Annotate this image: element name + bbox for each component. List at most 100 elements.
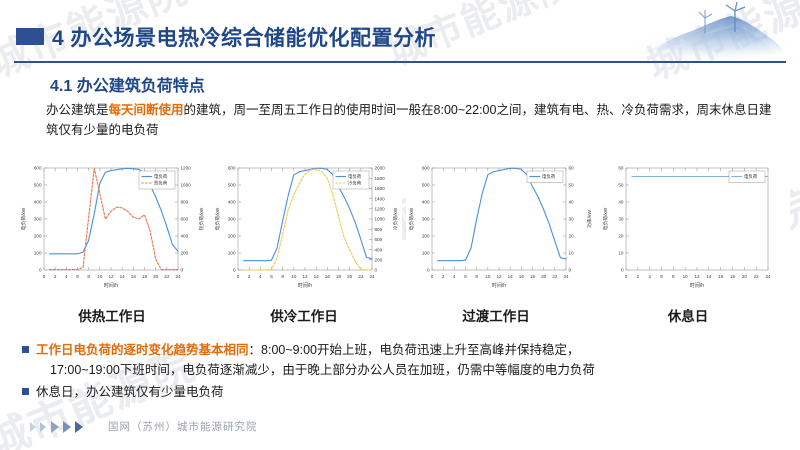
svg-text:22: 22 — [358, 274, 364, 279]
svg-text:400: 400 — [422, 200, 430, 205]
svg-text:400: 400 — [181, 234, 189, 239]
svg-text:50: 50 — [569, 183, 575, 188]
chart-heating-workday: 0 2 4 6 8 10 12 14 16 18 20 22 24 时间/h 0 100 200 300 400 50… — [18, 160, 208, 298]
svg-text:6: 6 — [270, 274, 273, 279]
svg-text:8: 8 — [672, 274, 675, 279]
svg-text:0: 0 — [39, 268, 42, 273]
bullet-item-2: 休息日，办公建筑仅有少量电负荷 — [22, 382, 782, 402]
header-divider — [14, 61, 786, 63]
svg-text:8: 8 — [87, 274, 90, 279]
svg-text:热负荷/kW: 热负荷/kW — [198, 207, 205, 230]
svg-text:20: 20 — [347, 274, 353, 279]
svg-text:10: 10 — [683, 274, 689, 279]
svg-text:电负荷: 电负荷 — [348, 173, 362, 180]
chart-captions: 供热工作日 供冷工作日 过渡工作日 休息日 — [18, 305, 786, 327]
svg-text:200: 200 — [422, 234, 430, 239]
svg-text:0: 0 — [237, 274, 240, 279]
svg-text:20: 20 — [569, 234, 575, 239]
svg-text:1600: 1600 — [375, 186, 386, 191]
svg-text:8: 8 — [281, 274, 284, 279]
slide-header: 4 办公场景电热冷综合储能优化配置分析 — [0, 0, 800, 70]
svg-text:电负荷/kW: 电负荷/kW — [408, 207, 415, 230]
svg-text:2: 2 — [248, 274, 251, 279]
svg-text:400: 400 — [375, 247, 383, 252]
svg-text:22: 22 — [552, 274, 558, 279]
svg-text:20: 20 — [618, 234, 624, 239]
svg-text:14: 14 — [508, 274, 514, 279]
svg-text:18: 18 — [142, 274, 148, 279]
svg-text:热负荷: 热负荷 — [154, 180, 168, 187]
svg-text:10: 10 — [569, 251, 575, 256]
caption-transition-workday: 过渡工作日 — [462, 309, 530, 324]
svg-text:24: 24 — [765, 274, 771, 279]
title-marker — [16, 28, 44, 45]
svg-text:600: 600 — [34, 166, 42, 171]
svg-text:10: 10 — [485, 274, 491, 279]
chart-transition-workday: 0 2 4 6 8 10 12 14 16 18 20 22 24 时间/h 0 100 200 300 400 50… — [406, 160, 596, 298]
svg-text:12: 12 — [496, 274, 502, 279]
hero-illustration-svg — [635, 2, 791, 60]
svg-text:10: 10 — [291, 274, 297, 279]
svg-text:10: 10 — [97, 274, 103, 279]
footer-org-name: 国网（苏州）城市能源研究院 — [108, 421, 258, 433]
svg-text:600: 600 — [228, 166, 236, 171]
caption-cooling-workday: 供冷工作日 — [270, 309, 338, 324]
svg-text:600: 600 — [181, 217, 189, 222]
bullet-1-line-1: 工作日电负荷的逐时变化趋势基本相同：8:00~9:00开始上班，电负荷迅速上升至… — [36, 340, 782, 360]
svg-text:40: 40 — [618, 200, 624, 205]
chart-svg-1: 0 2 4 6 8 10 12 14 16 18 20 22 24时间/h010020030040050… — [214, 166, 399, 289]
chart-svg-3: 0 2 4 6 8 10 12 14 16 18 20 22 24时间/h0102030405060电负… — [602, 166, 771, 289]
chart-svg-2: 0 2 4 6 8 10 12 14 16 18 20 22 24时间/h010020030040050… — [408, 166, 593, 289]
svg-text:0: 0 — [621, 268, 624, 273]
svg-text:10: 10 — [618, 251, 624, 256]
svg-text:200: 200 — [34, 234, 42, 239]
svg-text:18: 18 — [336, 274, 342, 279]
svg-text:8: 8 — [475, 274, 478, 279]
svg-text:22: 22 — [754, 274, 760, 279]
svg-text:200: 200 — [181, 251, 189, 256]
svg-text:800: 800 — [181, 200, 189, 205]
svg-text:冷负荷/kW: 冷负荷/kW — [392, 207, 399, 230]
svg-text:18: 18 — [730, 274, 736, 279]
caption-heating-workday: 供热工作日 — [78, 309, 146, 324]
svg-text:40: 40 — [569, 200, 575, 205]
chevron-arrows-icon — [30, 421, 83, 433]
svg-text:0: 0 — [431, 274, 434, 279]
svg-text:300: 300 — [34, 217, 42, 222]
svg-text:20: 20 — [742, 274, 748, 279]
svg-text:0: 0 — [427, 268, 430, 273]
svg-text:20: 20 — [153, 274, 159, 279]
bullet-list: 工作日电负荷的逐时变化趋势基本相同：8:00~9:00开始上班，电负荷迅速上升至… — [22, 340, 782, 404]
bullet-1-rest: ：8:00~9:00开始上班，电负荷迅速上升至高峰并保持稳定， — [248, 343, 580, 357]
svg-text:2: 2 — [54, 274, 57, 279]
svg-text:24: 24 — [563, 274, 569, 279]
svg-text:20: 20 — [541, 274, 547, 279]
svg-text:1000: 1000 — [375, 217, 386, 222]
bullet-1-line-2: 17:00~19:00下班时间，电负荷逐渐减少，由于晚上部分办公人员在加班，仍需… — [50, 363, 595, 377]
svg-text:1000: 1000 — [181, 183, 192, 188]
intro-text-part1: 办公建筑是 — [46, 103, 109, 117]
svg-text:800: 800 — [375, 227, 383, 232]
svg-text:16: 16 — [519, 274, 525, 279]
svg-text:16: 16 — [325, 274, 331, 279]
svg-text:0: 0 — [43, 274, 46, 279]
page-title: 4 办公场景电热冷综合储能优化配置分析 — [52, 27, 437, 50]
intro-highlight: 每天间断使用 — [108, 103, 184, 117]
caption-rest-day: 休息日 — [667, 309, 709, 324]
svg-text:功率/kW: 功率/kW — [586, 210, 593, 228]
svg-text:100: 100 — [422, 251, 430, 256]
svg-text:500: 500 — [422, 183, 430, 188]
svg-text:4: 4 — [65, 274, 68, 279]
svg-text:电负荷/kW: 电负荷/kW — [602, 207, 609, 230]
svg-text:电负荷/kW: 电负荷/kW — [20, 207, 27, 230]
svg-text:24: 24 — [175, 274, 181, 279]
svg-text:时间/h: 时间/h — [298, 282, 312, 289]
charts-row: 0 2 4 6 8 10 12 14 16 18 20 22 24 时间/h 0 100 200 300 400 50… — [18, 160, 790, 298]
svg-text:1200: 1200 — [181, 166, 192, 171]
svg-text:电负荷/kW: 电负荷/kW — [214, 207, 221, 230]
svg-text:4: 4 — [259, 274, 262, 279]
svg-text:6: 6 — [660, 274, 663, 279]
svg-text:500: 500 — [34, 183, 42, 188]
svg-text:12: 12 — [302, 274, 308, 279]
bullet-item-1: 工作日电负荷的逐时变化趋势基本相同：8:00~9:00开始上班，电负荷迅速上升至… — [22, 340, 782, 380]
